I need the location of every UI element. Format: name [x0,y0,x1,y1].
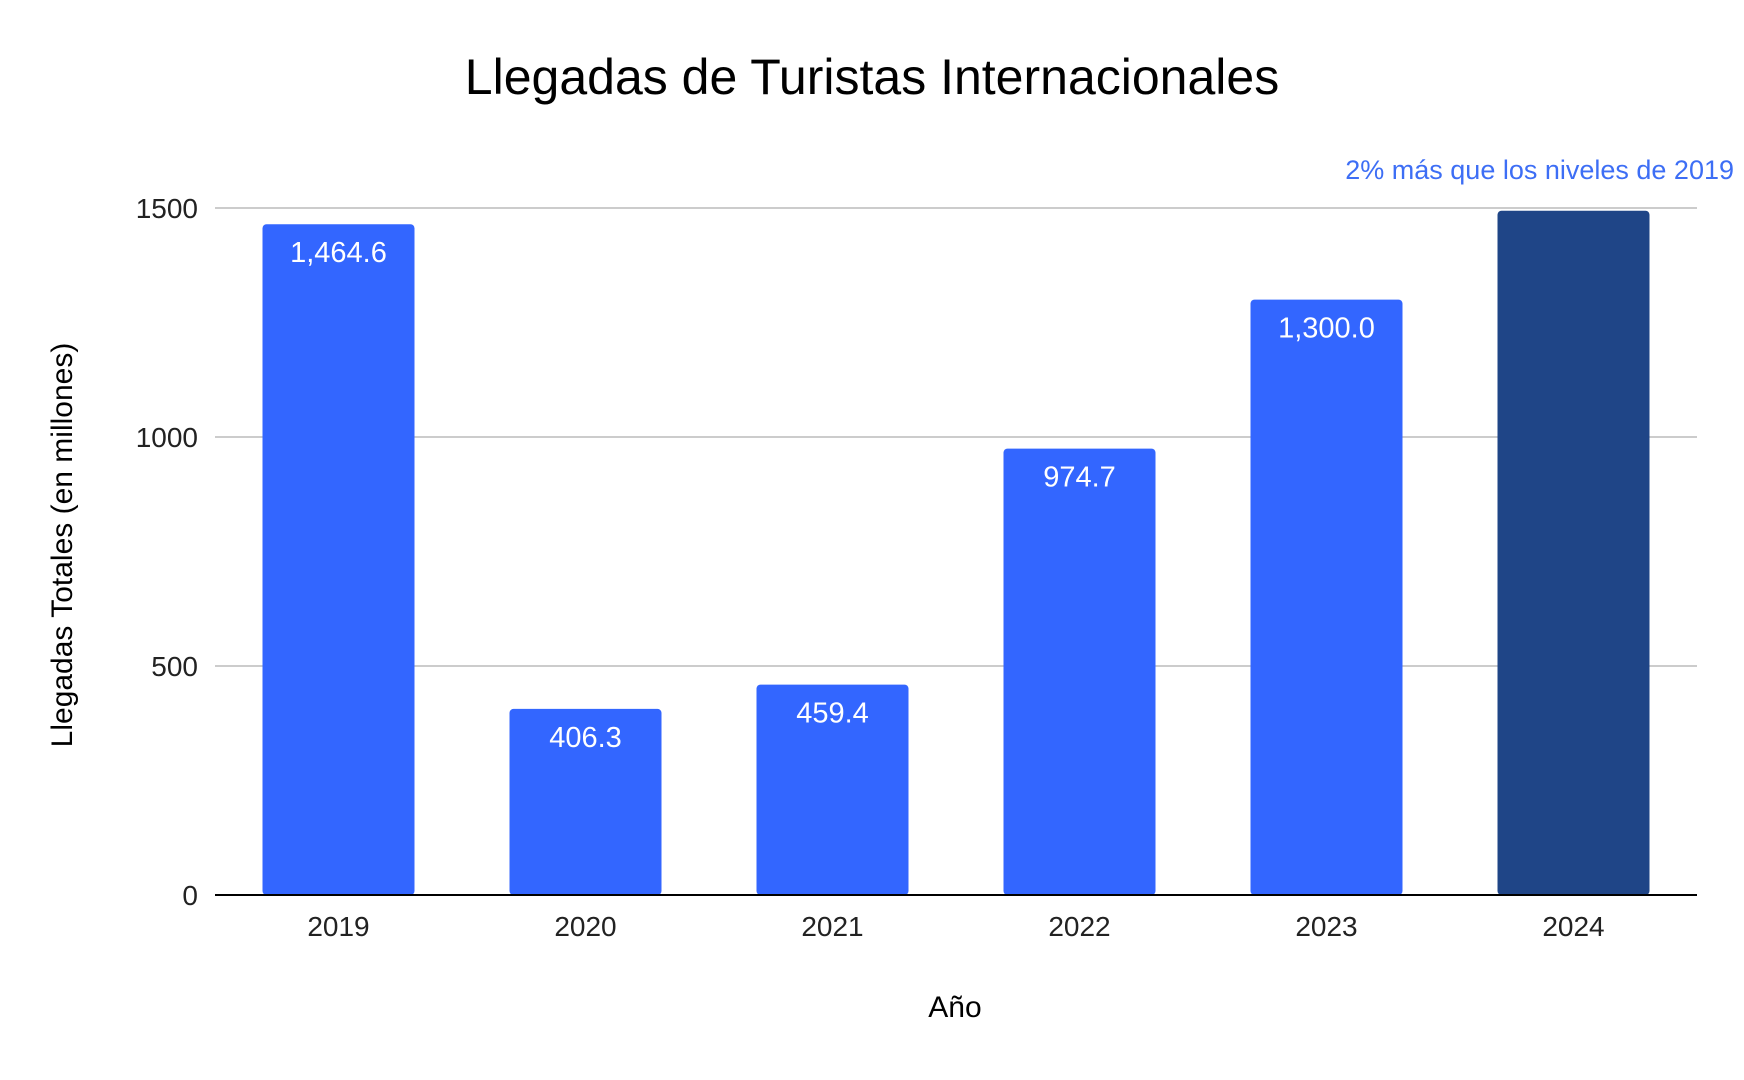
bar-2023 [1250,299,1403,896]
data-label-2021: 459.4 [796,698,869,730]
data-label-2019: 1,464.6 [290,237,387,269]
bar-2020 [509,708,662,895]
data-label-2020: 406.3 [549,722,622,754]
x-tick-label: 2022 [1048,911,1110,942]
x-tick-label: 2024 [1542,911,1604,942]
data-labels: 1,464.6 406.3 459.4 974.7 1,300.0 [290,237,1375,754]
annotation-text: 2% más que los niveles de 2019 [1345,155,1734,185]
bar-2024 [1497,210,1650,896]
y-tick-label: 1000 [136,422,198,453]
x-tick-label: 2020 [554,911,616,942]
bars [262,210,1650,896]
bar-2021 [756,684,909,895]
y-tick-label: 1500 [136,193,198,224]
y-axis-label: Llegadas Totales (en millones) [46,343,79,748]
x-axis-ticks: 2019 2020 2021 2022 2023 2024 [307,911,1604,942]
y-tick-label: 0 [182,880,198,911]
y-tick-label: 500 [151,651,198,682]
y-axis-ticks: 0 500 1000 1500 [136,193,198,911]
data-label-2022: 974.7 [1043,462,1116,494]
chart-title: Llegadas de Turistas Internacionales [465,49,1279,105]
x-tick-label: 2023 [1295,911,1357,942]
gridlines [215,207,1697,667]
x-axis-label: Año [928,991,981,1024]
data-label-2023: 1,300.0 [1278,313,1375,345]
bar-2022 [1003,448,1156,895]
bar-2019 [262,224,415,895]
x-tick-label: 2019 [307,911,369,942]
x-tick-label: 2021 [801,911,863,942]
